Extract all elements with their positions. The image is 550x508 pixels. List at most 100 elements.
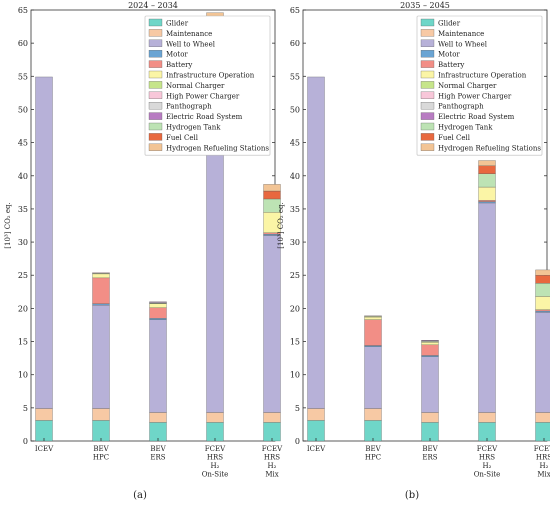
- panel-b-bar-segment: [365, 320, 382, 346]
- panel-b-bar-segment: [365, 317, 382, 320]
- panel-b-bar-segment: [422, 412, 439, 422]
- panel-a-bar-segment: [150, 304, 167, 308]
- panel-b-ylabel: [10³] CO₂ eq.: [277, 202, 285, 248]
- panel-a-legend-swatch: [149, 40, 162, 47]
- panel-b-xtick-label: BEV: [365, 445, 381, 453]
- panel-b-ytick-label: 45: [290, 139, 300, 148]
- panel-a-legend-label: Maintenance: [166, 30, 212, 38]
- panel-b-legend-label: High Power Charger: [438, 92, 512, 100]
- panel-b-legend-swatch: [421, 92, 434, 99]
- panel-a-xtick-label: On-Site: [202, 471, 229, 479]
- panel-b-bar-segment: [365, 347, 382, 409]
- panel-a-legend-swatch: [149, 71, 162, 78]
- panel-b-xtick-label: ICEV: [307, 445, 326, 453]
- panel-b-legend-swatch: [421, 19, 434, 26]
- panel-a-label: (a): [133, 490, 147, 501]
- panel-a-legend-swatch: [149, 81, 162, 88]
- panel-b-ytick-label: 35: [290, 205, 300, 214]
- panel-a-xtick-label: HRS: [207, 454, 223, 462]
- panel-a-bar-segment: [93, 304, 110, 305]
- panel-a-legend-label: Well to Wheel: [166, 40, 216, 48]
- panel-b-label: (b): [405, 490, 419, 501]
- panel-a-ytick-label: 65: [18, 6, 28, 15]
- panel-a-bar-segment: [93, 274, 110, 278]
- panel-a-ytick-label: 25: [18, 271, 28, 280]
- panel-b-legend-label: Motor: [438, 51, 460, 59]
- panel-b-legend-swatch: [421, 40, 434, 47]
- panel-b-legend-label: Maintenance: [438, 30, 484, 38]
- panel-a-bar-segment: [93, 305, 110, 408]
- panel-b-bar-segment: [422, 355, 439, 356]
- panel-a-ytick-label: 50: [18, 105, 28, 114]
- panel-a-bar-segment: [264, 184, 281, 191]
- panel-b-bar-segment: [536, 270, 550, 275]
- panel-b-bar-segment: [536, 312, 550, 412]
- panel-b-xtick-label: Mix: [537, 471, 550, 479]
- panel-a-ytick-label: 5: [23, 404, 28, 413]
- panel-b-legend-label: Infrastructure Operation: [438, 72, 527, 80]
- panel-b-xtick-label: H₂: [540, 462, 549, 470]
- panel-a-xtick-label: BEV: [150, 445, 166, 453]
- panel-a-xtick-label: H₂: [268, 462, 277, 470]
- panel-b-ytick-label: 15: [290, 338, 300, 347]
- panel-a-legend-label: Hydrogen Refueling Stations: [166, 144, 269, 152]
- panel-a-legend-label: Motor: [166, 51, 188, 59]
- panel-b-ytick-label: 0: [295, 437, 300, 446]
- panel-b-bar-segment: [308, 77, 325, 409]
- panel-a-xtick-label: ICEV: [35, 445, 54, 453]
- panel-b-legend-label: Fuel Cell: [438, 134, 471, 142]
- panel-a-legend-label: Hydrogen Tank: [166, 124, 221, 132]
- panel-a-legend-label: Normal Charger: [166, 82, 225, 90]
- panel-a-legend-swatch: [149, 92, 162, 99]
- panel-a-bar-segment: [150, 320, 167, 413]
- panel-a-ytick-label: 55: [18, 72, 28, 81]
- panel-a-legend-swatch: [149, 61, 162, 68]
- panel-b-bar-segment: [536, 275, 550, 283]
- panel-a-xtick-label: FCEV: [205, 445, 226, 453]
- panel-b-xtick-label: HRS: [536, 454, 550, 462]
- panel-a-xtick-label: ERS: [150, 454, 165, 462]
- panel-a-bar-segment: [93, 409, 110, 421]
- panel-b-legend-label: Well to Wheel: [438, 40, 488, 48]
- panel-b-bar-segment: [479, 412, 496, 422]
- panel-a-bar-segment: [36, 420, 53, 441]
- panel-a-legend-label: Panthograph: [166, 103, 212, 111]
- panel-b-bar-segment: [308, 420, 325, 441]
- panel-a-ylabel: [10³] CO₂ eq.: [4, 202, 12, 248]
- panel-b-legend-swatch: [421, 29, 434, 36]
- panel-b-bar-segment: [536, 311, 550, 312]
- panel-b-xtick-label: BEV: [422, 445, 438, 453]
- panel-b-bar-segment: [365, 409, 382, 421]
- panel-b-bar-segment: [365, 346, 382, 347]
- panel-b-bar-segment: [536, 283, 550, 296]
- panel-b-xtick-label: FCEV: [534, 445, 550, 453]
- panel-a-legend-swatch: [149, 19, 162, 26]
- panel-b-bar-segment: [365, 420, 382, 441]
- panel-a-xtick-label: Mix: [265, 471, 278, 479]
- panel-a-ytick-label: 30: [18, 238, 28, 247]
- panel-b-legend-swatch: [421, 102, 434, 109]
- panel-b-xtick-label: ERS: [422, 454, 437, 462]
- panel-a-bar-segment: [264, 235, 281, 412]
- panel-b-xtick-label: H₂: [483, 462, 492, 470]
- panel-a-legend-label: High Power Charger: [166, 92, 240, 100]
- panel-b-legend-swatch: [421, 50, 434, 57]
- panel-a-bar-segment: [93, 420, 110, 441]
- panel-b-xtick-label: HRS: [479, 454, 495, 462]
- panel-b-bar-segment: [536, 422, 550, 441]
- panel-b-bar-segment: [479, 203, 496, 413]
- panel-b-ytick-label: 30: [290, 238, 300, 247]
- panel-b-bar-segment: [536, 412, 550, 422]
- panel-b-bar-segment: [479, 187, 496, 200]
- panel-a-xtick-label: BEV: [93, 445, 109, 453]
- panel-b-legend-swatch: [421, 71, 434, 78]
- panel-b-legend-swatch: [421, 144, 434, 151]
- panel-b-ytick-label: 10: [290, 371, 300, 380]
- panel-a-ytick-label: 20: [18, 304, 28, 313]
- panel-b-legend-label: Hydrogen Tank: [438, 124, 493, 132]
- panel-a-bar-segment: [93, 278, 110, 304]
- panel-b-legend-label: Glider: [438, 20, 461, 28]
- panel-b-ytick-label: 25: [290, 271, 300, 280]
- panel-a-xtick-label: H₂: [211, 462, 220, 470]
- panel-a-ytick-label: 60: [18, 39, 28, 48]
